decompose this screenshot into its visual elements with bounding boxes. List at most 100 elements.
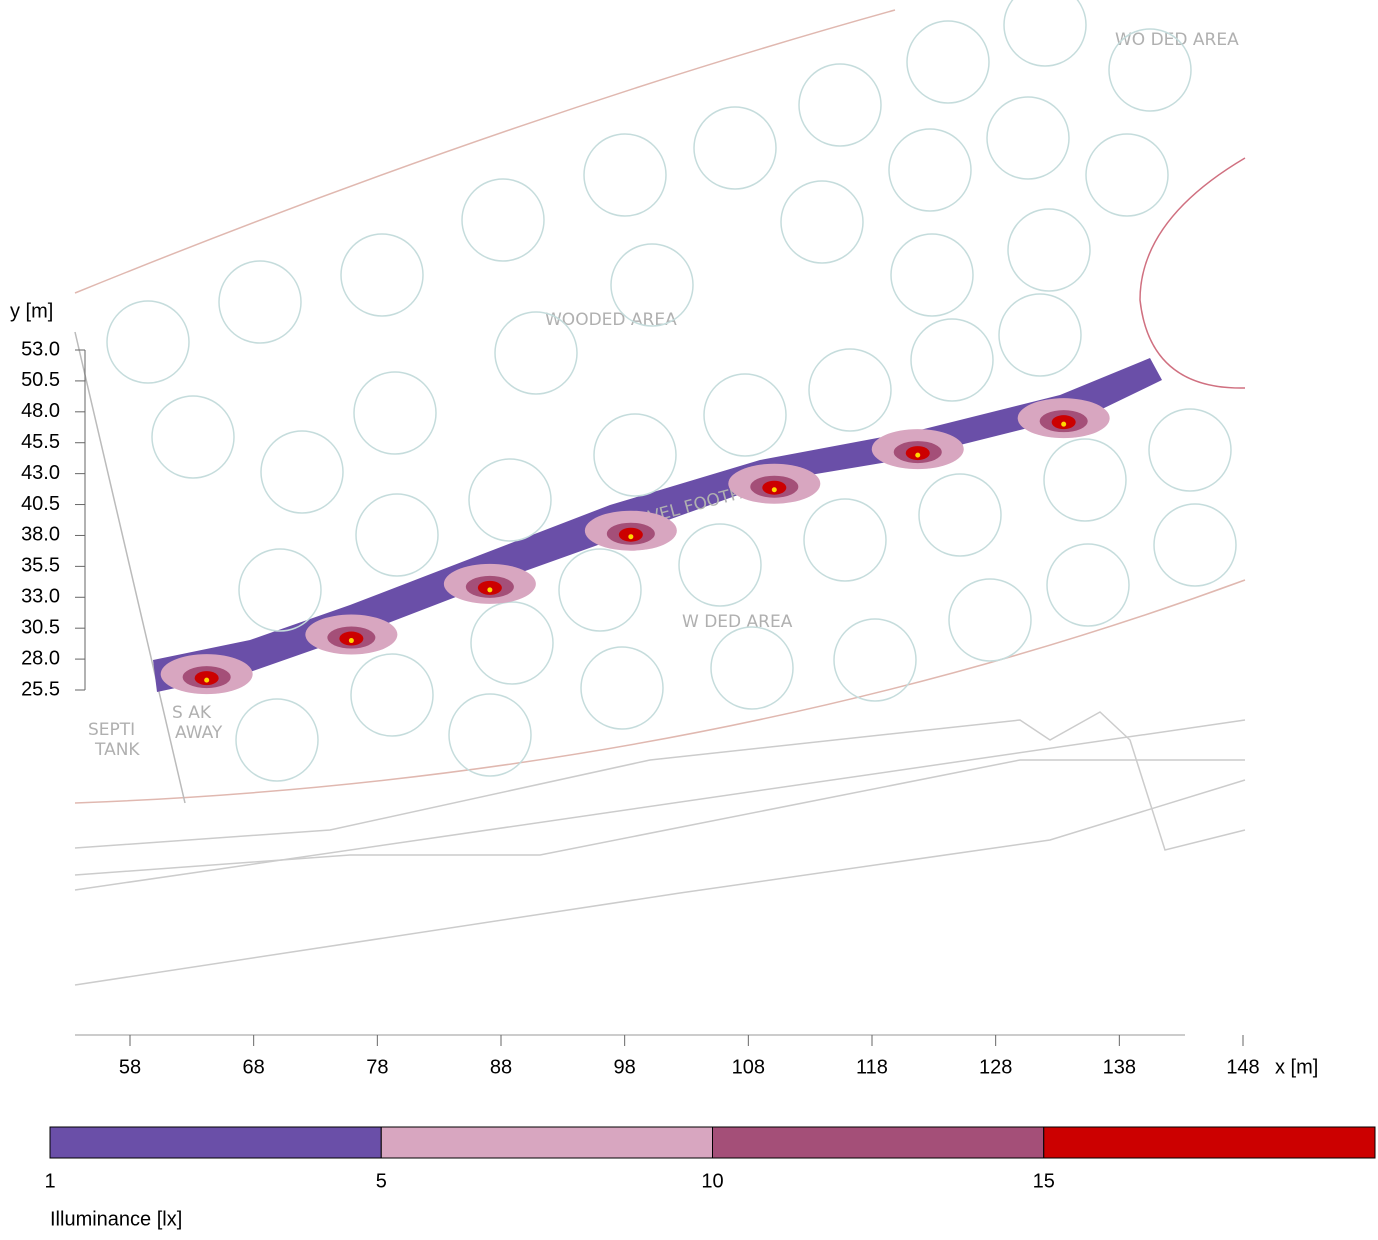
tree <box>355 493 439 577</box>
legend-swatch <box>1043 1126 1376 1159</box>
tree <box>610 243 694 327</box>
tree <box>461 178 545 262</box>
map-label: S AK <box>172 703 212 723</box>
road-line <box>74 711 1246 851</box>
x-tick-label: 118 <box>856 1056 888 1078</box>
tree <box>948 578 1032 662</box>
tree <box>350 653 434 737</box>
road-line <box>74 759 1245 876</box>
luminaire <box>771 487 777 493</box>
tree <box>580 646 664 730</box>
luminaire <box>348 638 354 644</box>
tree <box>906 20 990 104</box>
tree <box>558 548 642 632</box>
y-tick-label: 45.5 <box>21 431 60 453</box>
tree <box>1003 0 1087 67</box>
x-tick-label: 78 <box>366 1056 388 1078</box>
legend-label: 1 <box>44 1170 55 1192</box>
legend-swatch <box>49 1126 382 1159</box>
y-tick-label: 43.0 <box>21 462 60 484</box>
tree <box>833 618 917 702</box>
y-tick-label: 25.5 <box>21 678 60 700</box>
tree <box>340 233 424 317</box>
tree <box>798 63 882 147</box>
x-axis-label: x [m] <box>1275 1056 1318 1078</box>
x-tick-label: 58 <box>119 1056 141 1078</box>
map-label: SEPTI <box>88 720 135 740</box>
x-tick-label: 68 <box>243 1056 265 1078</box>
y-tick-label: 38.0 <box>21 524 60 546</box>
map-label: WOODED AREA <box>545 310 677 330</box>
tree <box>1085 133 1169 217</box>
tree <box>583 133 667 217</box>
tree <box>106 300 190 384</box>
x-tick-label: 88 <box>490 1056 512 1078</box>
map-label: TANK <box>94 740 140 760</box>
map-label: W DED AREA <box>682 612 793 632</box>
tree <box>494 311 578 395</box>
y-tick-label: 40.5 <box>21 493 60 515</box>
tree <box>448 693 532 777</box>
boundary <box>74 331 186 804</box>
tree <box>703 373 787 457</box>
x-tick-label: 138 <box>1103 1056 1136 1078</box>
tree <box>235 698 319 782</box>
legend-label: 10 <box>701 1170 723 1192</box>
luminaire <box>1061 421 1067 427</box>
luminaire <box>915 452 921 458</box>
luminaire <box>628 534 634 540</box>
y-tick-label: 48.0 <box>21 400 60 422</box>
road-line <box>74 719 1246 891</box>
tree <box>218 260 302 344</box>
road-line <box>74 779 1246 986</box>
tree <box>468 458 552 542</box>
x-tick-label: 98 <box>614 1056 636 1078</box>
map-label: AWAY <box>175 723 223 743</box>
x-tick-label: 148 <box>1226 1056 1259 1078</box>
tree <box>910 318 994 402</box>
y-tick-label: 33.0 <box>21 586 60 608</box>
y-tick-label: 50.5 <box>21 369 60 391</box>
tree <box>780 180 864 264</box>
tree <box>470 601 554 685</box>
boundary <box>74 9 896 294</box>
tree <box>1046 543 1130 627</box>
tree <box>1153 503 1237 587</box>
tree <box>986 96 1070 180</box>
tree <box>693 106 777 190</box>
tree <box>998 293 1082 377</box>
tree <box>1108 28 1192 112</box>
x-tick-label: 128 <box>979 1056 1012 1078</box>
tree <box>710 626 794 710</box>
tree <box>260 430 344 514</box>
tree <box>238 548 322 632</box>
tree <box>808 348 892 432</box>
legend-swatch <box>380 1126 713 1159</box>
tree <box>593 413 677 497</box>
legend-title: Illuminance [lx] <box>50 1208 182 1230</box>
y-axis-label: y [m] <box>10 300 53 322</box>
legend-label: 5 <box>376 1170 387 1192</box>
x-tick-label: 108 <box>732 1056 765 1078</box>
y-tick-label: 35.5 <box>21 555 60 577</box>
legend-label: 15 <box>1033 1170 1055 1192</box>
tree <box>890 233 974 317</box>
y-tick-label: 53.0 <box>21 338 60 360</box>
tree <box>888 128 972 212</box>
tree <box>353 371 437 455</box>
turning-circle <box>1139 157 1246 389</box>
y-tick-label: 30.5 <box>21 616 60 638</box>
tree <box>151 395 235 479</box>
tree <box>1007 208 1091 292</box>
tree <box>918 473 1002 557</box>
y-tick-label: 28.0 <box>21 647 60 669</box>
tree <box>803 498 887 582</box>
tree <box>1043 438 1127 522</box>
tree <box>678 523 762 607</box>
luminaire <box>487 587 493 593</box>
legend-swatch <box>712 1126 1045 1159</box>
tree <box>1148 408 1232 492</box>
luminaire <box>204 677 210 683</box>
boundary <box>74 579 1246 804</box>
